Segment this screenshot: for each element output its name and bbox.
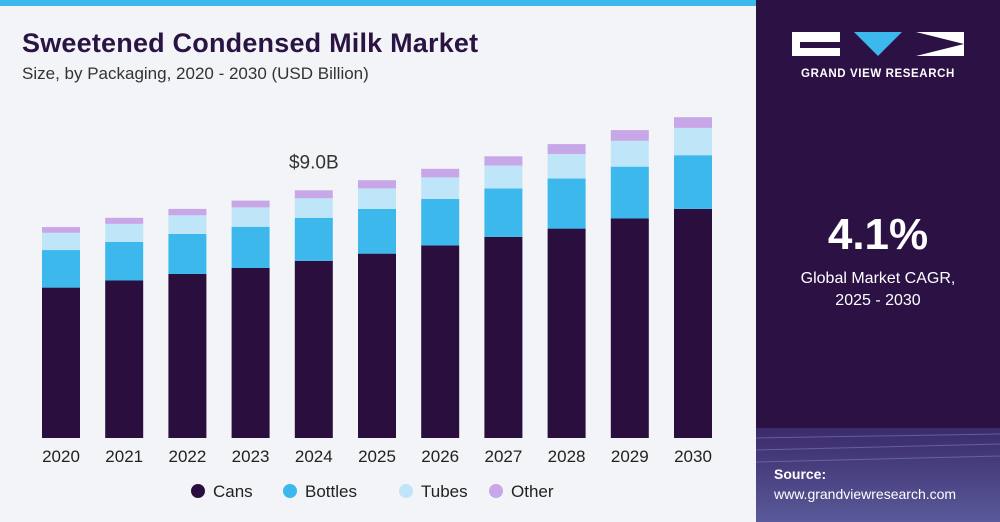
source-label: Source: (774, 466, 827, 482)
legend-label-tubes: Tubes (421, 482, 468, 501)
cagr-label-line2: 2025 - 2030 (835, 292, 921, 309)
bar-bottles-2023 (231, 226, 270, 268)
bar-cans-2026 (421, 245, 460, 438)
bar-cans-2025 (358, 253, 396, 438)
x-tick-label: 2023 (232, 447, 270, 466)
bar-tubes-2021 (105, 223, 144, 242)
x-tick-label: 2029 (611, 447, 649, 466)
x-tick-label: 2027 (484, 447, 522, 466)
bar-bottles-2020 (42, 250, 80, 288)
legend-label-cans: Cans (213, 482, 253, 501)
bar-other-2028 (547, 144, 586, 155)
bar-cans-2021 (105, 280, 144, 438)
bar-other-2029 (610, 130, 649, 141)
x-tick-label: 2022 (168, 447, 206, 466)
top-accent-bar (0, 0, 756, 6)
bar-bottles-2022 (168, 233, 207, 274)
bar-tubes-2024 (294, 198, 333, 218)
legend-swatch-cans (191, 484, 205, 498)
sidebar-panel: GRAND VIEW RESEARCH 4.1% Global Market C… (756, 0, 1000, 522)
bar-cans-2022 (168, 274, 207, 438)
chart-subtitle: Size, by Packaging, 2020 - 2030 (USD Bil… (22, 64, 369, 83)
x-tick-label: 2020 (42, 447, 80, 466)
bar-other-2026 (421, 168, 460, 178)
bar-other-2027 (484, 156, 523, 166)
cagr-label-line1: Global Market CAGR, (800, 270, 956, 287)
legend-label-bottles: Bottles (305, 482, 357, 501)
legend-swatch-other (489, 484, 503, 498)
x-tick-label: 2028 (548, 447, 586, 466)
decorative-lines (756, 433, 1000, 463)
bar-bottles-2029 (610, 166, 649, 219)
source-url[interactable]: www.grandviewresearch.com (774, 486, 957, 502)
bar-bottles-2028 (547, 178, 586, 229)
x-tick-label: 2025 (358, 447, 396, 466)
cagr-value: 4.1% (827, 210, 929, 259)
x-tick-label: 2021 (105, 447, 143, 466)
data-label: $9.0B (289, 152, 339, 173)
bar-bottles-2026 (421, 198, 460, 246)
bar-cans-2020 (42, 287, 80, 438)
x-tick-label: 2024 (295, 447, 333, 466)
bar-bottles-2021 (105, 241, 144, 281)
brand-logo: GRAND VIEW RESEARCH (786, 28, 970, 86)
bar-tubes-2030 (674, 128, 712, 156)
bar-other-2025 (358, 180, 396, 189)
bar-tubes-2029 (610, 140, 649, 167)
bar-other-2024 (294, 190, 333, 199)
bar-tubes-2020 (42, 232, 80, 251)
bar-tubes-2023 (231, 207, 270, 227)
bar-cans-2030 (674, 208, 712, 438)
legend-swatch-bottles (283, 484, 297, 498)
bar-other-2023 (231, 200, 270, 208)
bar-tubes-2025 (358, 188, 396, 209)
bar-tubes-2028 (547, 154, 586, 179)
bar-other-2021 (105, 217, 144, 224)
x-tick-label: 2030 (674, 447, 712, 466)
bar-tubes-2026 (421, 177, 460, 199)
bar-cans-2024 (294, 260, 333, 438)
bar-bottles-2027 (484, 188, 523, 237)
bar-other-2030 (674, 117, 712, 128)
bar-bottles-2025 (358, 208, 396, 254)
x-tick-label: 2026 (421, 447, 459, 466)
legend-label-other: Other (511, 482, 554, 501)
stacked-bar-chart: 2020 2021 2022 2023 2024 $9.0B 2025 2026 2027 202… (42, 117, 712, 501)
bar-cans-2023 (231, 268, 270, 438)
bar-cans-2027 (484, 236, 523, 438)
brand-name: GRAND VIEW RESEARCH (801, 68, 955, 80)
logo-icon (792, 32, 964, 56)
bar-other-2022 (168, 208, 207, 216)
bar-bottles-2030 (674, 155, 712, 209)
bar-other-2020 (42, 227, 80, 233)
source-box: Source: www.grandviewresearch.com (756, 428, 1000, 522)
bar-tubes-2022 (168, 215, 207, 234)
bar-cans-2028 (547, 228, 586, 438)
bar-bottles-2024 (294, 217, 333, 261)
bar-tubes-2027 (484, 165, 523, 189)
bar-cans-2029 (610, 218, 649, 438)
chart-title: Sweetened Condensed Milk Market (22, 28, 479, 58)
cagr-label: Global Market CAGR, 2025 - 2030 (756, 268, 1000, 312)
legend-swatch-tubes (399, 484, 413, 498)
